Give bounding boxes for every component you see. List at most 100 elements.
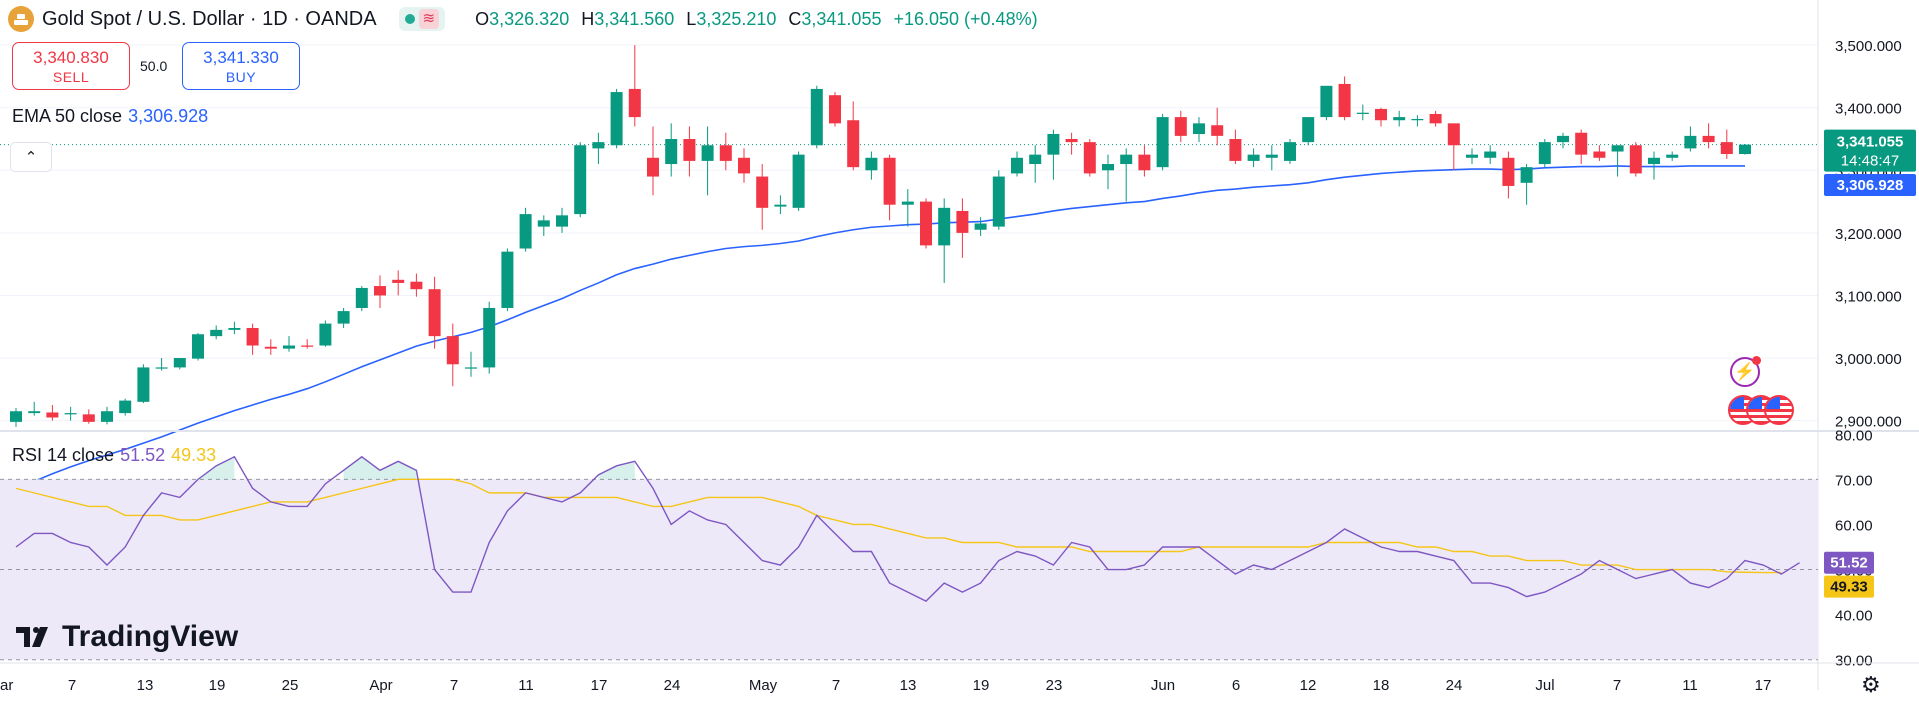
collapse-legend-button[interactable]: ⌃ — [10, 142, 52, 172]
rsi-tick-label: 40.00 — [1835, 608, 1873, 625]
candle-body — [1193, 123, 1205, 134]
candle-body — [1065, 139, 1078, 143]
candle — [1102, 154, 1114, 190]
candle-body — [847, 120, 860, 168]
candle-body — [1356, 112, 1369, 114]
candle — [101, 406, 113, 425]
ema-legend[interactable]: EMA 50 close 3,306.928 — [12, 106, 208, 127]
rsi-ma-line — [15, 478, 1782, 574]
candle-body — [1393, 117, 1406, 121]
wave-icon: ≋ — [418, 9, 440, 29]
price-tags: 3,341.055 14:48:47 3,306.928 51.52 49.33 — [1824, 129, 1916, 598]
candle — [1083, 139, 1096, 177]
candle-body — [938, 207, 951, 246]
low-value: 3,325.210 — [696, 8, 777, 29]
candle — [1338, 76, 1351, 121]
candle — [1702, 123, 1715, 149]
price-axis[interactable]: 3,500.0003,400.0003,300.0003,200.0003,10… — [0, 0, 1919, 690]
candle-body — [82, 414, 95, 422]
candle-body — [283, 345, 295, 349]
candle — [28, 401, 41, 416]
candle — [228, 321, 241, 335]
candle — [64, 406, 77, 421]
market-status[interactable]: ≋ — [398, 7, 446, 31]
candle — [1720, 129, 1733, 160]
candle-body — [1029, 154, 1042, 165]
time-tick-label: Apr — [369, 677, 392, 694]
sell-button[interactable]: 3,340.830 SELL — [12, 42, 130, 90]
candle — [956, 198, 969, 258]
candle-body — [1466, 154, 1478, 158]
candle-body — [647, 157, 659, 177]
candle — [1138, 145, 1151, 177]
tradingview-logo-icon — [16, 627, 48, 647]
candle — [428, 276, 441, 349]
rsi-overbought-fill — [198, 456, 235, 480]
candle-body — [410, 281, 423, 290]
gold-coin-icon — [8, 6, 34, 32]
time-tick-label: 11 — [518, 677, 534, 694]
change-value: +16.050 (+0.48%) — [893, 8, 1038, 29]
candle-body — [483, 307, 496, 368]
candle-body — [1338, 83, 1351, 118]
candle-body — [628, 88, 641, 118]
last-price-text: 3,341.055 — [1837, 134, 1904, 151]
rsi-legend[interactable]: RSI 14 close 51.52 49.33 — [12, 445, 216, 466]
candle-body — [1502, 157, 1515, 186]
candle-body — [1484, 151, 1497, 158]
time-tick-label: 6 — [1232, 677, 1240, 694]
time-tick-label: 24 — [1446, 677, 1463, 694]
rsi-ma-value-tag — [1824, 575, 1874, 598]
buy-button[interactable]: 3,341.330 BUY — [182, 42, 300, 90]
candle — [1265, 145, 1278, 171]
price-tick-label: 3,200.000 — [1835, 226, 1902, 243]
candle-body — [974, 223, 987, 230]
candle-body — [1520, 167, 1533, 183]
rsi-value-tag — [1824, 551, 1874, 574]
candle — [1611, 145, 1624, 177]
tradingview-logo[interactable]: TradingView — [16, 620, 238, 654]
candle-body — [738, 157, 750, 174]
news-flash-icon[interactable]: ⚡ — [1730, 356, 1761, 387]
candle-body — [1429, 113, 1442, 124]
candle — [1375, 107, 1387, 127]
candle — [1429, 110, 1442, 127]
candle — [537, 215, 550, 236]
economic-events[interactable] — [1728, 395, 1794, 425]
candle-body — [1739, 144, 1751, 155]
time-tick-label: 25 — [282, 677, 299, 694]
time-tick-label: 11 — [1682, 677, 1698, 694]
candle-body — [1575, 132, 1588, 155]
time-tick-label: 13 — [900, 677, 917, 694]
time-tick-label: 7 — [450, 677, 458, 694]
candle-body — [956, 210, 969, 233]
ohlc-values: O3,326.320 H3,341.560 L3,325.210 C3,341.… — [475, 8, 1038, 29]
last-price-tag — [1824, 129, 1916, 172]
candle-body — [28, 411, 41, 414]
candle-body — [101, 411, 113, 422]
candle-body — [301, 345, 314, 347]
us-flag-icon — [1764, 395, 1794, 425]
candle — [1557, 132, 1569, 149]
candle — [1484, 145, 1497, 165]
gear-icon[interactable]: ⚙ — [1861, 672, 1881, 697]
time-axis[interactable]: ar 7 13 19 25 Apr 7 11 17 24 May 7 13 19 23 Jun 6 12 18 24 J… — [0, 662, 1919, 694]
candle — [355, 286, 368, 312]
candle — [1211, 107, 1224, 146]
candle — [155, 358, 168, 371]
candle — [556, 207, 568, 233]
rsi-ma-legend-value: 49.33 — [171, 445, 217, 465]
candle — [173, 358, 186, 370]
sell-label: SELL — [52, 68, 90, 85]
candle — [10, 408, 22, 427]
candle-body — [519, 214, 532, 249]
price-tick-label: 3,100.000 — [1835, 288, 1902, 305]
candle — [1120, 148, 1133, 202]
rsi-legend-name: RSI 14 close — [12, 445, 115, 465]
rsi-tick-label: 80.00 — [1835, 427, 1873, 444]
candle — [792, 151, 805, 211]
candle — [210, 325, 223, 340]
symbol-title[interactable]: Gold Spot / U.S. Dollar · 1D · OANDA — [42, 7, 377, 30]
candle — [1466, 148, 1478, 165]
